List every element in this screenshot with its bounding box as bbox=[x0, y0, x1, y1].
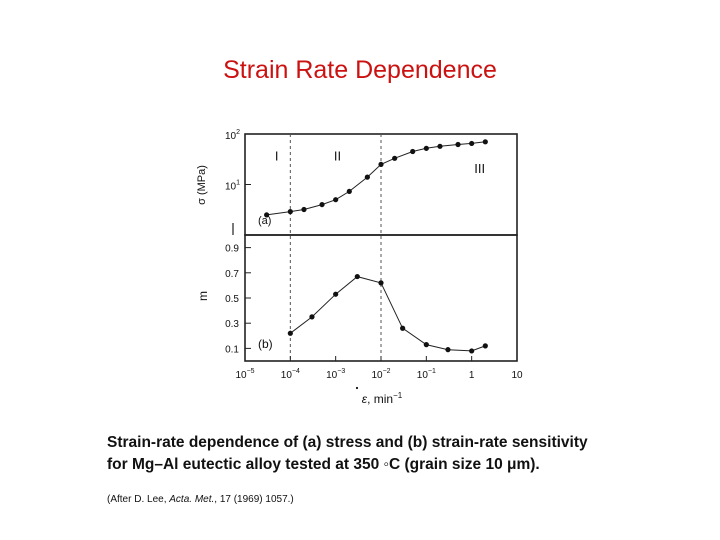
figure-caption: Strain-rate dependence of (a) stress and… bbox=[107, 432, 707, 476]
panel-a-series-line bbox=[266, 141, 486, 216]
xtick-label: 10−4 bbox=[281, 368, 300, 381]
panel-b-ytick-label: 0.1 bbox=[225, 344, 239, 355]
panel-a-label: (a) bbox=[258, 215, 271, 227]
panel-b-label: (b) bbox=[258, 337, 273, 351]
panel-b-data-point bbox=[309, 314, 315, 320]
panel-b-data-point bbox=[423, 342, 429, 348]
panel-a-data-point bbox=[301, 206, 307, 213]
xtick-label: 10−3 bbox=[326, 368, 345, 381]
xtick-label: 10 bbox=[511, 370, 523, 381]
citation-suffix: , 17 (1969) 1057.) bbox=[214, 494, 294, 505]
panel-b-data-point bbox=[287, 330, 293, 336]
panel-b-data-point bbox=[469, 348, 475, 354]
panel-a-data-point bbox=[469, 140, 475, 147]
panel-a-ytick-label: 102 bbox=[225, 129, 240, 142]
panel-b-data-point bbox=[445, 347, 451, 353]
panel-b-ytick-label: 0.5 bbox=[225, 294, 239, 305]
panel-b-data-point bbox=[354, 273, 360, 280]
region-label: II bbox=[334, 148, 341, 163]
panel-a-data-point bbox=[319, 201, 325, 208]
xtick-label: 10−5 bbox=[235, 368, 254, 381]
panel-b: (b) 0.9 0.7 0.5 0.3 0.1 m bbox=[196, 234, 518, 362]
citation: (After D. Lee, Acta. Met., 17 (1969) 105… bbox=[107, 494, 294, 505]
panel-a-ytick-label: 101 bbox=[225, 180, 240, 193]
slide-title: Strain Rate Dependence bbox=[223, 56, 497, 84]
panel-a-data-point bbox=[287, 209, 293, 215]
panel-b-data-point bbox=[378, 280, 384, 286]
panel-a-data-point bbox=[437, 143, 443, 149]
citation-prefix: (After D. Lee, bbox=[107, 494, 170, 505]
panel-a-data-point bbox=[482, 139, 488, 145]
panel-b-ylabel: m bbox=[196, 291, 210, 301]
x-axis-label: ε, min−1 bbox=[362, 391, 403, 406]
caption-line-1: Strain-rate dependence of (a) stress and… bbox=[107, 434, 588, 451]
panel-b-ytick-label: 0.9 bbox=[225, 244, 239, 255]
panel-a-data-point bbox=[392, 155, 398, 161]
panel-b-series-line bbox=[289, 276, 486, 352]
panel-b-ytick-label: 0.3 bbox=[225, 319, 239, 330]
xtick-label: 10−1 bbox=[417, 368, 436, 381]
xtick-label: 10−2 bbox=[371, 368, 390, 381]
panel-a-data-point bbox=[423, 145, 429, 151]
panel-b-ytick-label: 0.7 bbox=[225, 269, 239, 280]
panel-a-ylabel: σ (MPa) bbox=[196, 165, 208, 205]
caption-line-2: for Mg–Al eutectic alloy tested at 350 ◦… bbox=[107, 456, 540, 473]
region-label: I bbox=[275, 148, 279, 163]
panel-a-data-point bbox=[346, 188, 352, 195]
region-label: III bbox=[474, 161, 485, 176]
panel-a-data-point bbox=[264, 212, 270, 218]
panel-b-data-point bbox=[333, 291, 339, 297]
x-axis-label-dot bbox=[355, 386, 359, 390]
panel-a-data-point bbox=[410, 148, 416, 155]
panel-a-data-point bbox=[455, 141, 461, 148]
panel-b-data-point bbox=[400, 325, 406, 331]
x-axis: 10−5 10−4 10−3 10−2 10−1 1 10 ε, min−1 bbox=[235, 356, 523, 406]
panel-a-data-point bbox=[333, 197, 339, 203]
panel-a-data-point bbox=[378, 161, 384, 168]
citation-journal: Acta. Met. bbox=[169, 494, 215, 505]
panel-a-data-point bbox=[364, 174, 370, 180]
xtick-label: 1 bbox=[469, 370, 475, 381]
panel-b-data-point bbox=[482, 343, 488, 349]
